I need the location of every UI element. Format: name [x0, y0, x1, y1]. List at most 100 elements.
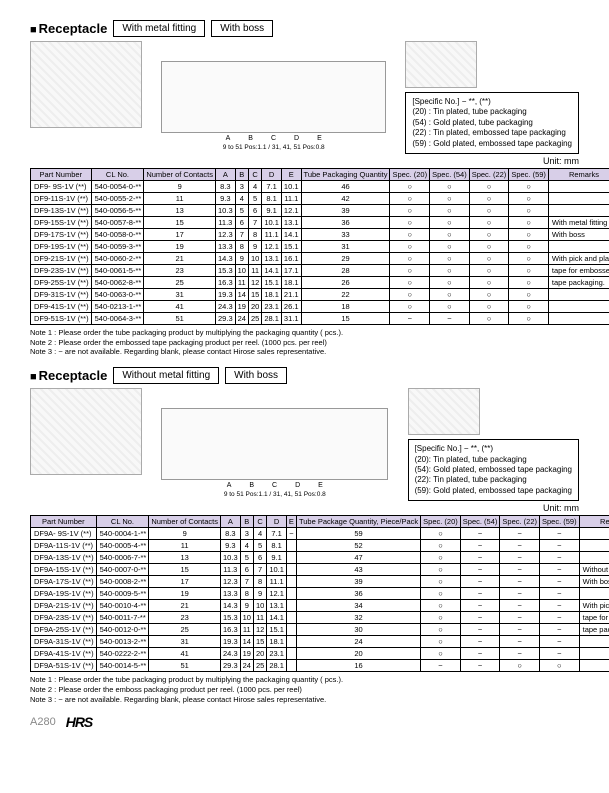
table-cell: With pick and place — [579, 600, 609, 612]
table-cell — [579, 552, 609, 564]
table-cell: 10.1 — [262, 216, 282, 228]
table-cell: 21 — [149, 600, 221, 612]
table-cell — [286, 540, 296, 552]
table-cell: 23.1 — [262, 300, 282, 312]
table-cell: DF9- 9S-1V (**) — [31, 180, 92, 192]
table-cell: − — [540, 564, 580, 576]
table-cell: 14 — [240, 636, 253, 648]
parts-table: Part NumberCL No.Number of ContactsABCDE… — [30, 168, 609, 325]
table-cell: 540-0011-7-** — [96, 612, 149, 624]
table-cell — [579, 660, 609, 672]
table-cell: 540-0058-0-** — [91, 228, 144, 240]
product-image — [30, 41, 142, 128]
table-cell: DF9A-31S-1V (**) — [31, 636, 97, 648]
table-cell: 31.1 — [281, 312, 301, 324]
table-cell: 19 — [149, 588, 221, 600]
table-row: DF9A-11S-1V (**)540-0005-4-**119.3458.15… — [31, 540, 609, 552]
table-cell: 17.1 — [281, 264, 301, 276]
table-header: Spec. (54) — [460, 516, 500, 528]
table-cell: ○ — [469, 216, 509, 228]
table-cell: − — [460, 540, 500, 552]
table-cell — [286, 612, 296, 624]
technical-drawing: ABCDE9 to 51 Pos:1.1 / 31, 41, 51 Pos:0.… — [150, 41, 397, 151]
table-cell: 31 — [149, 636, 221, 648]
spec-legend-box: [Specific No.] − **, (**)(20) : Tin plat… — [405, 92, 579, 154]
table-cell: 12.3 — [216, 228, 236, 240]
table-cell: 540-0063-0-** — [91, 288, 144, 300]
table-cell: 19.3 — [221, 636, 241, 648]
table-cell: 15.3 — [216, 264, 236, 276]
technical-drawing: ABCDE9 to 51 Pos:1.1 / 31, 41, 51 Pos:0.… — [150, 388, 400, 498]
table-cell: 3 — [240, 528, 253, 540]
table-cell: ○ — [509, 252, 549, 264]
table-cell — [548, 288, 609, 300]
table-cell: ○ — [509, 240, 549, 252]
table-cell: With pick and place — [548, 252, 609, 264]
table-cell: 24.3 — [216, 300, 236, 312]
table-header: Number of Contacts — [144, 168, 216, 180]
table-header: CL No. — [96, 516, 149, 528]
table-cell: 540-0013-2-** — [96, 636, 149, 648]
table-cell: − — [421, 660, 461, 672]
table-cell: ○ — [430, 216, 470, 228]
table-cell: 540-0064-3-** — [91, 312, 144, 324]
table-cell: 540-0006-7-** — [96, 552, 149, 564]
table-cell: 9 — [149, 528, 221, 540]
table-cell: 36 — [301, 216, 390, 228]
table-cell: 11 — [253, 612, 266, 624]
table-cell: − — [500, 612, 540, 624]
table-cell: DF9A-19S-1V (**) — [31, 588, 97, 600]
table-cell: Without metal fitting — [579, 564, 609, 576]
table-cell: With boss — [548, 228, 609, 240]
table-cell: 41 — [149, 648, 221, 660]
table-cell: ○ — [509, 180, 549, 192]
table-cell — [286, 576, 296, 588]
table-cell: ○ — [390, 276, 430, 288]
table-cell: 7 — [253, 564, 266, 576]
table-cell: 12.1 — [267, 588, 287, 600]
table-cell: 18 — [301, 300, 390, 312]
table-header: E — [281, 168, 301, 180]
table-cell: ○ — [421, 576, 461, 588]
page-number: A280 — [30, 716, 56, 728]
table-cell — [579, 588, 609, 600]
table-cell: 15.1 — [267, 624, 287, 636]
table-cell: 11.3 — [221, 564, 241, 576]
table-cell: 8.3 — [216, 180, 236, 192]
table-cell: 9.1 — [262, 204, 282, 216]
table-cell: ○ — [469, 264, 509, 276]
table-cell: DF9A-23S-1V (**) — [31, 612, 97, 624]
table-cell: DF9A-11S-1V (**) — [31, 540, 97, 552]
table-cell: 47 — [296, 552, 420, 564]
table-cell: 51 — [149, 660, 221, 672]
table-cell: 13.1 — [262, 252, 282, 264]
table-cell: 31 — [144, 288, 216, 300]
table-row: DF9A-51S-1V (**)540-0014-5-**5129.324252… — [31, 660, 609, 672]
table-cell: 11.1 — [262, 228, 282, 240]
table-cell: 17 — [144, 228, 216, 240]
table-cell: 15 — [301, 312, 390, 324]
table-cell: 4 — [253, 528, 266, 540]
table-cell — [548, 192, 609, 204]
table-header: B — [235, 168, 248, 180]
table-cell: ○ — [469, 228, 509, 240]
table-cell: ○ — [430, 240, 470, 252]
table-row: DF9-21S-1V (**)540-0060-2-**2114.391013.… — [31, 252, 609, 264]
table-cell: − — [460, 660, 500, 672]
table-header: Spec. (59) — [509, 168, 549, 180]
table-header: A — [221, 516, 241, 528]
table-cell: DF9-25S-1V (**) — [31, 276, 92, 288]
table-cell: 20 — [296, 648, 420, 660]
table-cell: ○ — [430, 204, 470, 216]
product-image — [30, 388, 142, 475]
table-cell: 24.3 — [221, 648, 241, 660]
table-cell: 33 — [301, 228, 390, 240]
table-cell: ○ — [469, 288, 509, 300]
table-cell — [286, 564, 296, 576]
table-cell: 7.1 — [267, 528, 287, 540]
table-row: DF9-11S-1V (**)540-0055-2-**119.3458.111… — [31, 192, 609, 204]
table-row: DF9A-19S-1V (**)540-0009-5-**1913.38912.… — [31, 588, 609, 600]
table-cell: ○ — [421, 612, 461, 624]
table-cell: 12.1 — [262, 240, 282, 252]
table-cell: DF9A- 9S-1V (**) — [31, 528, 97, 540]
